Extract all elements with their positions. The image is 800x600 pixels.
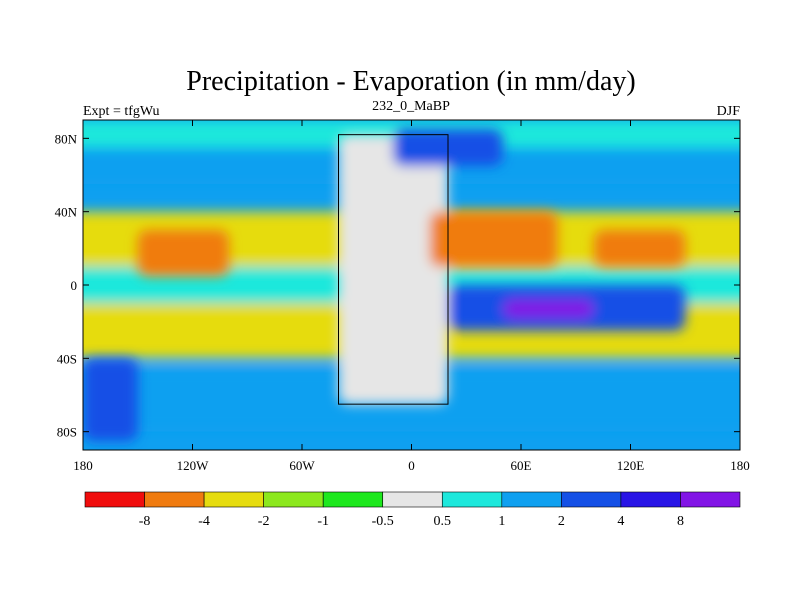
colorbar-swatch-9 (620, 491, 681, 508)
x-tick-label-3: 0 (408, 458, 415, 473)
region-4 (429, 211, 558, 267)
subtitle-right: DJF (717, 104, 741, 119)
x-tick-label-5: 120E (617, 458, 645, 473)
y-tick-label-3: 40S (57, 351, 77, 366)
field-regions (83, 129, 686, 441)
x-tick-label-2: 60W (289, 458, 315, 473)
region-7 (83, 358, 138, 441)
colorbar-swatch-7 (501, 491, 562, 508)
colorbar-swatch-4 (322, 491, 384, 508)
y-tick-label-0: 80N (55, 131, 78, 146)
colorbar-label-2: -2 (258, 514, 270, 529)
colorbar-label-0: -8 (139, 514, 151, 529)
region-3 (137, 230, 229, 276)
colorbar-swatch-6 (441, 491, 503, 508)
colorbar-label-9: 8 (677, 514, 684, 529)
colorbar-swatch-2 (203, 491, 264, 508)
colorbar-swatch-10 (680, 491, 741, 508)
colorbar-swatch-8 (561, 491, 622, 508)
map-plot-area (83, 120, 740, 450)
colorbar-label-8: 4 (617, 514, 624, 529)
x-tick-label-0: 180 (73, 458, 93, 473)
landmass-outline (338, 134, 449, 405)
x-tick-label-6: 180 (730, 458, 750, 473)
x-axis: 180 120W 60W 0 60E 120E 180 (73, 120, 750, 473)
colorbar-swatch-5 (382, 491, 443, 508)
subtitle-left: Expt = tfgWu (83, 104, 160, 119)
region-5 (594, 230, 686, 267)
colorbar-label-3: -1 (317, 514, 329, 529)
colorbar-label-6: 1 (498, 514, 505, 529)
colorbar-label-1: -4 (198, 514, 210, 529)
x-tick-label-1: 120W (177, 458, 210, 473)
coastline-outline (338, 134, 449, 405)
chart-title: Precipitation - Evaporation (in mm/day) (186, 66, 635, 97)
colorbar-swatch-3 (263, 491, 324, 508)
colorbar-label-5: 0.5 (434, 514, 452, 529)
colorbar-swatch-0 (84, 491, 145, 508)
subtitle-center: 232_0_MaBP (372, 99, 450, 114)
y-tick-label-2: 0 (71, 278, 78, 293)
colorbar-label-4: -0.5 (372, 514, 394, 529)
colorbar: -8 -4 -2 -1 -0.5 0.5 1 2 4 8 (84, 491, 741, 529)
y-tick-label-1: 40N (55, 205, 78, 220)
colorbar-label-7: 2 (558, 514, 565, 529)
colorbar-swatch-1 (144, 491, 205, 508)
y-axis: 80N 40N 0 40S 80S (55, 131, 740, 440)
x-tick-label-4: 60E (511, 458, 532, 473)
region-2 (502, 299, 594, 318)
region-0 (338, 134, 448, 405)
y-tick-label-4: 80S (57, 425, 77, 440)
